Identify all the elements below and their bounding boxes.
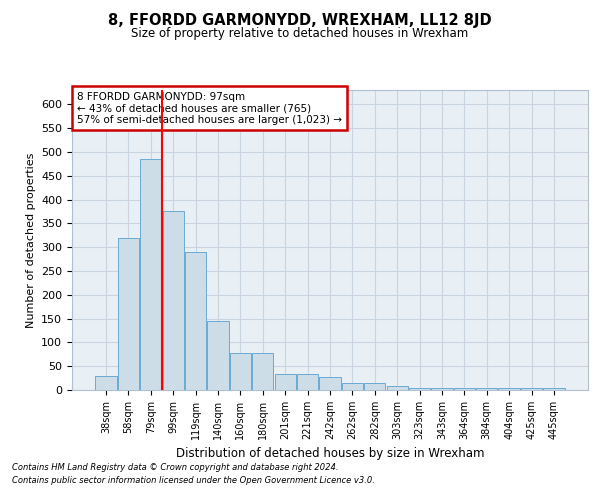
Bar	[118, 238, 139, 390]
Text: Contains public sector information licensed under the Open Government Licence v3: Contains public sector information licen…	[12, 476, 375, 485]
Bar	[208, 321, 229, 390]
Bar	[297, 374, 318, 390]
Bar	[431, 388, 452, 390]
Bar	[364, 383, 385, 390]
Text: 8 FFORDD GARMONYDD: 97sqm
← 43% of detached houses are smaller (765)
57% of semi: 8 FFORDD GARMONYDD: 97sqm ← 43% of detac…	[77, 92, 342, 124]
Text: Contains HM Land Registry data © Crown copyright and database right 2024.: Contains HM Land Registry data © Crown c…	[12, 464, 338, 472]
Bar	[499, 388, 520, 390]
Bar	[275, 374, 296, 390]
Bar	[185, 252, 206, 390]
Bar	[386, 386, 408, 390]
Bar	[342, 383, 363, 390]
Bar	[252, 354, 274, 390]
Y-axis label: Number of detached properties: Number of detached properties	[26, 152, 35, 328]
Bar	[476, 388, 497, 390]
Bar	[454, 388, 475, 390]
Text: Size of property relative to detached houses in Wrexham: Size of property relative to detached ho…	[131, 28, 469, 40]
X-axis label: Distribution of detached houses by size in Wrexham: Distribution of detached houses by size …	[176, 448, 484, 460]
Bar	[230, 354, 251, 390]
Bar	[521, 388, 542, 390]
Bar	[163, 212, 184, 390]
Bar	[319, 376, 341, 390]
Text: 8, FFORDD GARMONYDD, WREXHAM, LL12 8JD: 8, FFORDD GARMONYDD, WREXHAM, LL12 8JD	[108, 12, 492, 28]
Bar	[409, 388, 430, 390]
Bar	[95, 376, 117, 390]
Bar	[543, 388, 565, 390]
Bar	[140, 159, 161, 390]
